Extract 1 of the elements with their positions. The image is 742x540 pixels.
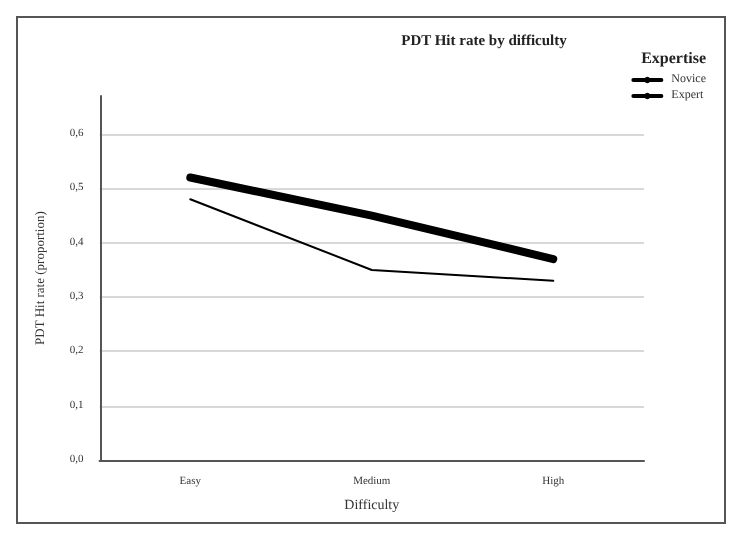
legend-title: Expertise xyxy=(641,49,707,67)
